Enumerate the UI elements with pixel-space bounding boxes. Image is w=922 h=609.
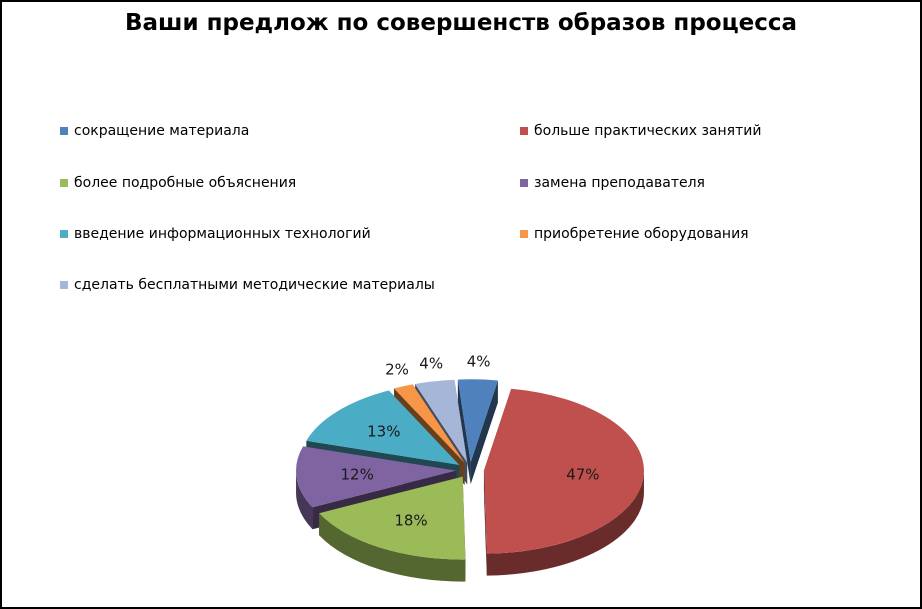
- pie-slice: [319, 476, 466, 560]
- legend-swatch: [60, 179, 68, 187]
- legend-item: приобретение оборудования: [520, 226, 749, 242]
- legend-label: сокращение материала: [74, 123, 250, 139]
- legend-label: приобретение оборудования: [534, 226, 749, 242]
- slice-data-label: 12%: [340, 466, 373, 484]
- chart-title: Ваши предлож по совершенств образов проц…: [124, 10, 798, 36]
- slice-side: [486, 470, 644, 576]
- slice-data-label: 4%: [467, 352, 491, 370]
- pie-slice: [394, 384, 465, 463]
- legend-swatch: [520, 179, 528, 187]
- legend-item: сделать бесплатными методические материа…: [60, 277, 435, 293]
- legend-swatch: [520, 230, 528, 238]
- pie-slice: [457, 379, 498, 463]
- slice-data-label: 13%: [367, 423, 400, 441]
- slice-data-label: 4%: [419, 355, 443, 373]
- pie-slice: [306, 390, 460, 466]
- slice-side: [296, 470, 313, 530]
- legend-item: более подробные объяснения: [60, 175, 296, 191]
- slice-side: [457, 379, 471, 485]
- pie-slice: [415, 379, 468, 463]
- pie-slice: [483, 388, 644, 554]
- legend-item: введение информационных технологий: [60, 226, 371, 242]
- slice-data-label: 2%: [385, 361, 409, 379]
- legend-label: более подробные объяснения: [74, 175, 297, 191]
- pie-slice: [296, 446, 457, 508]
- legend-swatch: [60, 281, 68, 289]
- legend-swatch: [520, 127, 528, 135]
- legend-item: сокращение материала: [60, 123, 249, 139]
- legend-swatch: [60, 127, 68, 135]
- slice-data-label: 47%: [566, 466, 599, 484]
- legend-label: больше практических занятий: [534, 123, 762, 139]
- slice-side: [483, 470, 487, 576]
- legend-label: сделать бесплатными методические материа…: [74, 277, 435, 293]
- legend-swatch: [60, 230, 68, 238]
- slice-side: [319, 513, 466, 582]
- legend-item: замена преподавателя: [520, 175, 705, 191]
- legend-label: замена преподавателя: [534, 175, 705, 191]
- legend-item: больше практических занятий: [520, 123, 761, 139]
- legend-label: введение информационных технологий: [74, 226, 371, 242]
- slice-side: [470, 380, 498, 485]
- slice-data-label: 18%: [394, 511, 427, 529]
